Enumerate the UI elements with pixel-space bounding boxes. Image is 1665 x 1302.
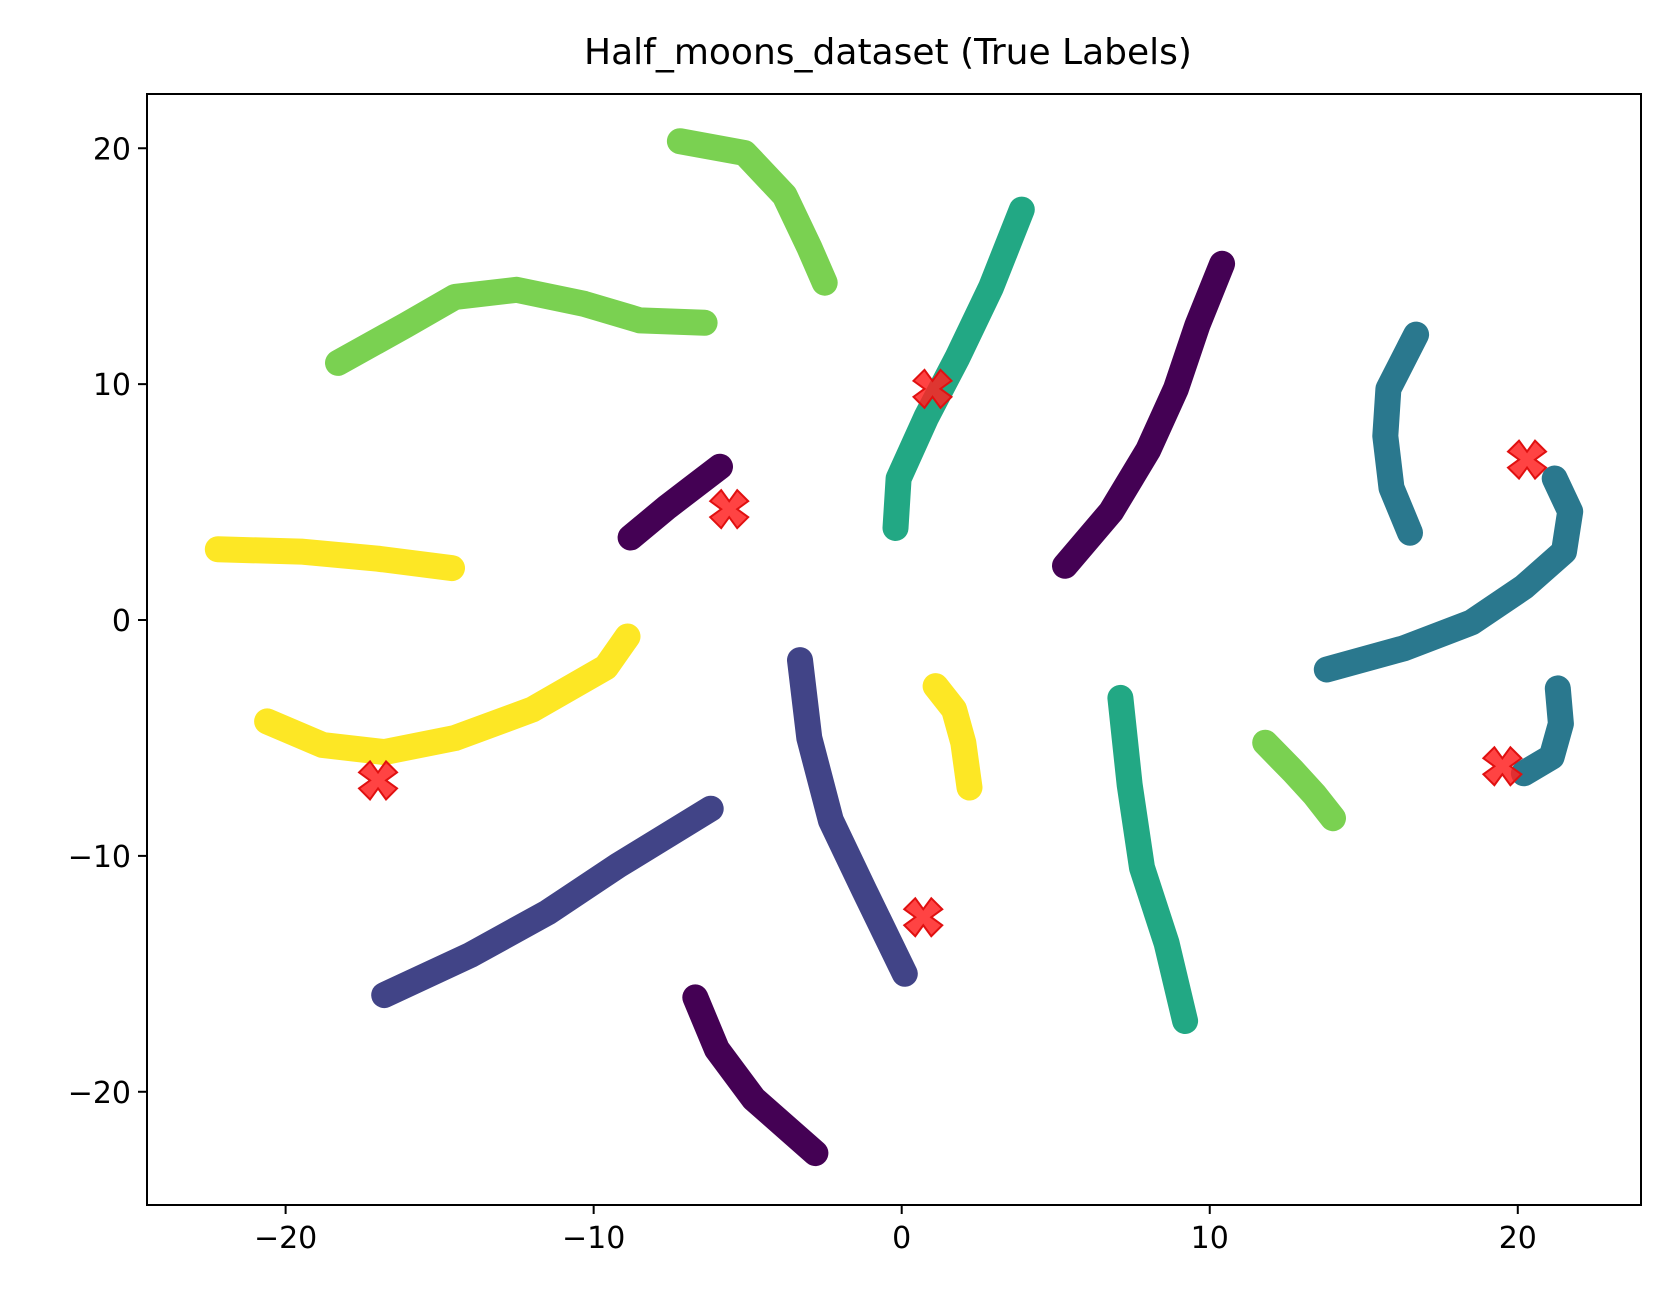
centroid-marker-2	[1506, 439, 1548, 481]
centroid-marker-4	[902, 896, 944, 938]
scatter-series-5	[1372, 321, 1430, 546]
scatter-series-2	[682, 984, 829, 1167]
centroid-marker-0	[911, 368, 954, 410]
scatter-series-12	[1252, 729, 1346, 832]
x-tick-label: 20	[1499, 1221, 1537, 1256]
scatter-series-10	[666, 128, 838, 296]
scatter-series-3	[371, 795, 724, 1009]
scatter-series-8	[882, 196, 1035, 541]
scatter-series-15	[922, 673, 983, 801]
centroid-marker-3	[1481, 745, 1523, 787]
scatter-series-11	[325, 276, 718, 376]
scatter-series-14	[254, 623, 641, 766]
y-tick-label: −20	[68, 1076, 131, 1111]
x-tick-label: −10	[562, 1221, 625, 1256]
scatter-series-13	[204, 536, 465, 582]
scatter-series-6	[1313, 465, 1584, 683]
centroid-marker-5	[357, 759, 399, 801]
y-tick-label: −10	[68, 840, 131, 875]
y-tick-label: 20	[93, 132, 131, 167]
plot-area	[204, 128, 1584, 1167]
scatter-series-7	[1510, 675, 1574, 787]
scatter-series-9	[1107, 684, 1199, 1034]
y-axis: 20 10 0 −10 −20	[68, 132, 147, 1111]
x-tick-label: 10	[1191, 1221, 1229, 1256]
scatter-series-4	[787, 647, 918, 987]
scatter-series-1	[1052, 250, 1236, 579]
centroid-marker-1	[708, 488, 750, 530]
x-tick-label: −20	[254, 1221, 317, 1256]
x-axis: −20 −10 0 10 20	[254, 1205, 1537, 1256]
y-tick-label: 0	[112, 604, 131, 639]
y-tick-label: 10	[93, 368, 131, 403]
axes-frame	[146, 93, 1642, 1206]
scatter-series-0	[617, 453, 733, 551]
chart-title: Half_moons_dataset (True Labels)	[584, 32, 1192, 73]
x-tick-label: 0	[892, 1221, 911, 1256]
